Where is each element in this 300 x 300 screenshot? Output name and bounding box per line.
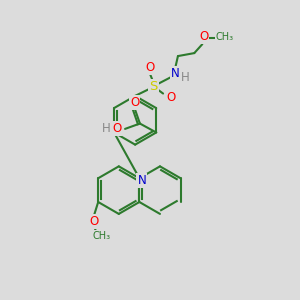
Text: CH₃: CH₃	[215, 32, 234, 42]
Text: O: O	[199, 30, 208, 43]
Text: H: H	[102, 122, 111, 135]
Text: O: O	[89, 215, 98, 228]
Text: O: O	[130, 96, 139, 109]
Text: O: O	[112, 122, 121, 135]
Text: O: O	[167, 91, 176, 104]
Text: H: H	[181, 71, 190, 84]
Text: CH₃: CH₃	[92, 231, 110, 241]
Text: O: O	[146, 61, 154, 74]
Text: S: S	[149, 80, 158, 94]
Text: N: N	[171, 67, 179, 80]
Text: N: N	[137, 174, 146, 187]
